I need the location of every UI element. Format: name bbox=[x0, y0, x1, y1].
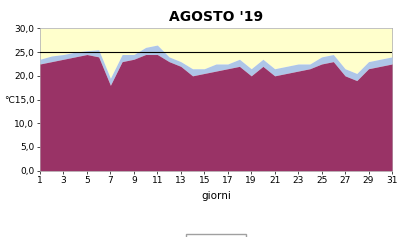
Legend: ..., ..: ..., .. bbox=[186, 234, 246, 237]
X-axis label: giorni: giorni bbox=[201, 191, 231, 201]
Title: AGOSTO '19: AGOSTO '19 bbox=[169, 10, 263, 24]
